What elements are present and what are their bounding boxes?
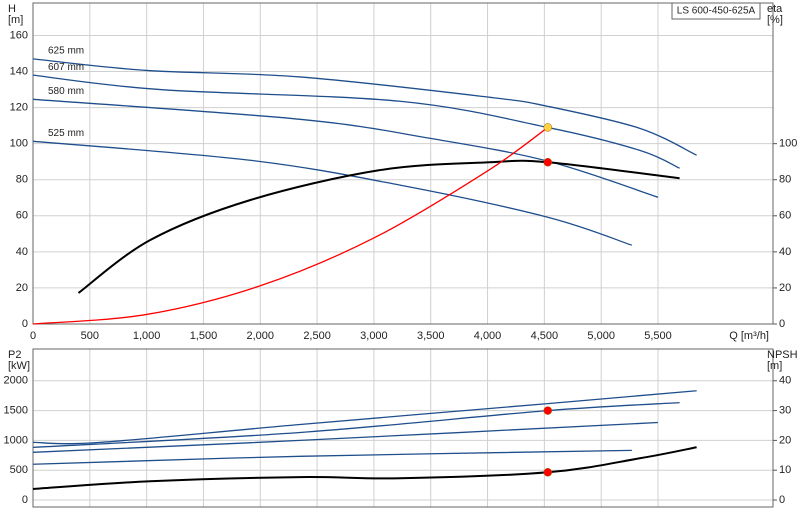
- y-axis-label: H: [8, 3, 16, 15]
- y-tick-label: 1500: [4, 404, 28, 416]
- y2-tick-label: 20: [779, 282, 791, 294]
- y-tick-label: 1000: [4, 434, 28, 446]
- x-tick-label: 3,500: [417, 330, 445, 342]
- y-axis-unit: [m]: [8, 14, 23, 26]
- y2-axis-unit: [m]: [767, 360, 782, 372]
- operating-point: [543, 406, 553, 415]
- x-tick-label: 2,000: [247, 330, 275, 342]
- y2-tick-label: 80: [779, 174, 791, 186]
- curve-label: 625 mm: [48, 46, 84, 57]
- y2-tick-label: 20: [779, 434, 791, 446]
- x-tick-label: 5,000: [587, 330, 615, 342]
- y2-tick-label: 60: [779, 210, 791, 222]
- y-tick-label: 20: [16, 282, 28, 294]
- x-tick-label: 500: [81, 330, 99, 342]
- y2-tick-label: 40: [779, 375, 791, 387]
- y-axis-unit: [kW]: [8, 360, 30, 372]
- y2-axis-label: NPSH: [767, 349, 798, 361]
- x-tick-label: 3,000: [360, 330, 388, 342]
- y2-axis-label: eta: [767, 3, 783, 15]
- y2-tick-label: 100: [779, 138, 797, 150]
- annotation-box: [671, 2, 761, 20]
- y2-tick-label: 10: [779, 464, 791, 476]
- y-tick-label: 0: [22, 494, 28, 506]
- x-tick-label: 0: [30, 330, 36, 342]
- curve-label: 607 mm: [48, 62, 84, 73]
- y2-tick-label: 40: [779, 246, 791, 258]
- y-tick-label: 40: [16, 246, 28, 258]
- y-tick-label: 160: [10, 29, 28, 41]
- curve: [32, 98, 659, 198]
- y2-axis-unit: [%]: [767, 14, 783, 26]
- curve: [32, 390, 697, 445]
- x-tick-label: 4,500: [531, 330, 559, 342]
- y-axis-label: P2: [8, 349, 21, 361]
- x-tick-label: 1,500: [190, 330, 218, 342]
- x-tick-label: 2,500: [303, 330, 331, 342]
- y-tick-label: 80: [16, 174, 28, 186]
- curve: [32, 421, 659, 453]
- y-tick-label: 0: [22, 318, 28, 330]
- y2-tick-label: 0: [779, 494, 785, 506]
- x-tick-label: 4,000: [474, 330, 502, 342]
- plot-area: [33, 349, 773, 507]
- y-tick-label: 60: [16, 210, 28, 222]
- plot-area: [33, 3, 773, 324]
- operating-point: [543, 468, 553, 477]
- curve-label: 580 mm: [48, 86, 84, 97]
- y2-tick-label: 30: [779, 404, 791, 416]
- x-axis-label: Q [m³/h]: [729, 330, 769, 342]
- operating-point: [543, 123, 553, 132]
- plot-frame: [32, 348, 774, 508]
- curve: [32, 402, 680, 449]
- operating-point: [543, 157, 553, 167]
- curve: [32, 449, 632, 465]
- plot-frame: [32, 2, 774, 325]
- y2-tick-label: 0: [779, 318, 785, 330]
- x-tick-label: 1,000: [133, 330, 161, 342]
- curve: [32, 74, 680, 169]
- y-tick-label: 100: [10, 138, 28, 150]
- curve: [32, 140, 633, 246]
- y-tick-label: 140: [10, 65, 28, 77]
- annotation: LS 600-450-625A: [677, 6, 756, 17]
- y-tick-label: 2000: [4, 375, 28, 387]
- x-tick-label: 5,500: [644, 330, 672, 342]
- y-tick-label: 120: [10, 102, 28, 114]
- curve-label: 525 mm: [48, 128, 84, 139]
- y-tick-label: 500: [10, 464, 28, 476]
- curve: [32, 126, 549, 325]
- curve: [32, 446, 697, 490]
- curve: [32, 58, 697, 156]
